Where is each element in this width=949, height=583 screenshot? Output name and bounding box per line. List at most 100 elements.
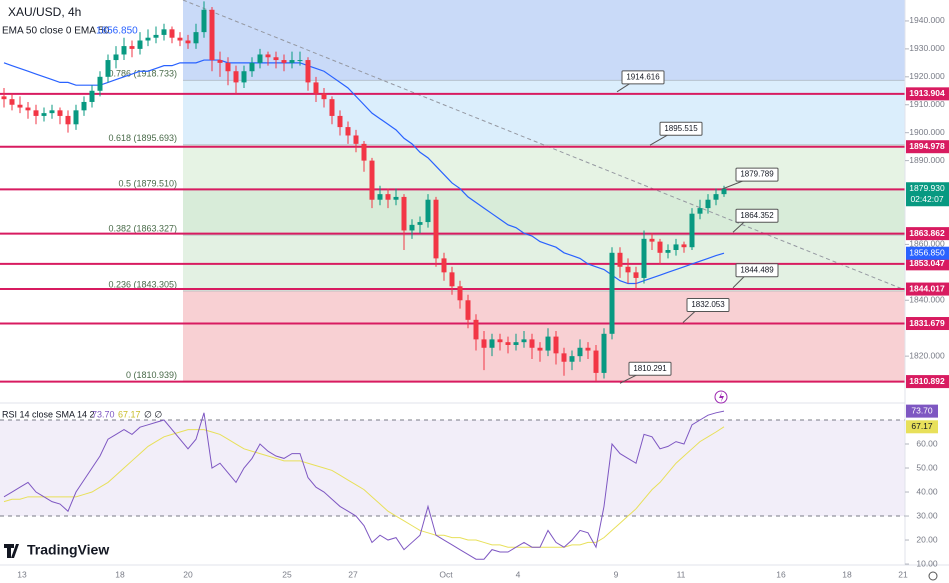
candle-body xyxy=(305,60,311,83)
alert-icon[interactable] xyxy=(714,390,728,404)
candle-body xyxy=(369,160,375,200)
rsi-legend-value: 73.70 xyxy=(92,409,115,419)
candle-body xyxy=(409,224,415,231)
candle-body xyxy=(665,250,671,253)
y-tick-label: 1840.000 xyxy=(909,295,945,305)
level-price-tag xyxy=(906,375,949,389)
candle-body xyxy=(345,127,351,136)
candle-body xyxy=(441,258,447,273)
candle-body xyxy=(25,107,31,111)
candle-body xyxy=(433,199,439,259)
rsi-line xyxy=(3,410,725,560)
candle-body xyxy=(185,40,191,44)
level-price-label: 1810.892 xyxy=(909,376,945,386)
candle-body xyxy=(337,115,343,128)
candle-body xyxy=(353,135,359,144)
candle-body xyxy=(545,336,551,351)
level-price-tag xyxy=(906,227,949,241)
candle-body xyxy=(193,32,199,44)
rsi-tick-label: 40.00 xyxy=(916,486,938,496)
level-price-label: 1853.047 xyxy=(909,258,945,268)
x-tick-label: 9 xyxy=(614,569,619,579)
settings-icon[interactable] xyxy=(928,571,938,581)
x-tick-label: 4 xyxy=(516,569,521,579)
candle-body xyxy=(633,272,639,278)
candle-body xyxy=(225,62,231,72)
candle-body xyxy=(209,9,215,61)
candle-body xyxy=(97,76,103,91)
candle-body xyxy=(321,93,327,100)
x-tick-label: 18 xyxy=(115,569,125,579)
candle-body xyxy=(105,60,111,77)
candle-body xyxy=(577,347,583,357)
y-tick-label: 1890.000 xyxy=(909,155,945,165)
x-tick-label: 13 xyxy=(17,569,27,579)
candle-body xyxy=(417,222,423,225)
candle-body xyxy=(177,37,183,41)
candle-body xyxy=(489,339,495,348)
y-tick-label: 1930.000 xyxy=(909,43,945,53)
fib-label: 0 (1810.939) xyxy=(126,370,177,380)
candle-body xyxy=(289,60,295,63)
candle-body xyxy=(121,46,127,55)
candle-body xyxy=(281,60,287,63)
rsi-value-tag xyxy=(906,404,938,418)
candle-body xyxy=(129,46,135,49)
candle-body xyxy=(465,300,471,320)
candle-body xyxy=(593,350,599,373)
x-tick-label: 27 xyxy=(348,569,358,579)
candle-body xyxy=(329,99,335,116)
callout-label: 1914.616 xyxy=(626,72,660,81)
symbol-title: XAU/USD, 4h xyxy=(8,5,81,19)
callout-box xyxy=(686,297,730,312)
candle-body xyxy=(49,110,55,114)
fib-label: 0.5 (1879.510) xyxy=(118,178,177,188)
x-tick-label: Oct xyxy=(439,569,453,579)
candle-body xyxy=(609,252,615,334)
candle-body xyxy=(313,82,319,94)
candle-body xyxy=(65,115,71,125)
candle-body xyxy=(33,110,39,116)
ema-price-tag xyxy=(906,246,949,260)
candle-body xyxy=(241,71,247,83)
candle-body xyxy=(425,199,431,223)
rsi-tick-label: 30.00 xyxy=(916,510,938,520)
countdown-label: 02:42:07 xyxy=(910,194,943,204)
x-tick-label: 16 xyxy=(776,569,786,579)
candle-body xyxy=(641,238,647,278)
candle-body xyxy=(9,99,15,105)
candle-body xyxy=(401,196,407,231)
fib-zone xyxy=(183,189,905,236)
callout-box xyxy=(659,121,703,136)
candle-body xyxy=(625,266,631,273)
rsi-legend: RSI 14 close SMA 14 2 xyxy=(2,409,95,419)
candle-body xyxy=(585,347,591,351)
level-price-label: 1863.862 xyxy=(909,228,945,238)
candle-body xyxy=(297,60,303,62)
callout-label: 1895.515 xyxy=(664,124,698,133)
current-price-label: 1879.930 xyxy=(909,183,945,193)
level-price-label: 1894.978 xyxy=(909,141,945,151)
logo-icon xyxy=(4,544,19,558)
candle-body xyxy=(457,286,463,301)
fib-zone xyxy=(183,0,905,81)
callout-label: 1844.489 xyxy=(740,265,774,274)
level-price-label: 1831.679 xyxy=(909,318,945,328)
fib-zone xyxy=(183,80,905,145)
candle-body xyxy=(449,272,455,287)
candle-body xyxy=(17,104,23,108)
candle-body xyxy=(89,90,95,102)
fib-zone xyxy=(183,144,905,190)
rsi-sma-legend-value: 67.17 xyxy=(118,409,141,419)
level-price-label: 1844.017 xyxy=(909,283,945,293)
candle-body xyxy=(481,339,487,348)
x-tick-label: 25 xyxy=(282,569,292,579)
callout-box xyxy=(735,208,779,223)
fib-zone xyxy=(183,291,905,382)
candle-body xyxy=(681,244,687,248)
callout-label: 1832.053 xyxy=(691,300,725,309)
callout-pointer xyxy=(732,275,746,289)
logo-text: TradingView xyxy=(27,542,109,558)
candle-body xyxy=(201,9,207,33)
y-tick-label: 1820.000 xyxy=(909,350,945,360)
